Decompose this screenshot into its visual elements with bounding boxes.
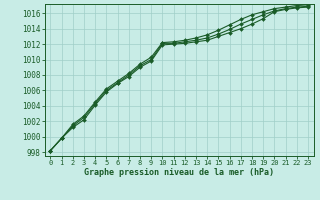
X-axis label: Graphe pression niveau de la mer (hPa): Graphe pression niveau de la mer (hPa) bbox=[84, 168, 274, 177]
